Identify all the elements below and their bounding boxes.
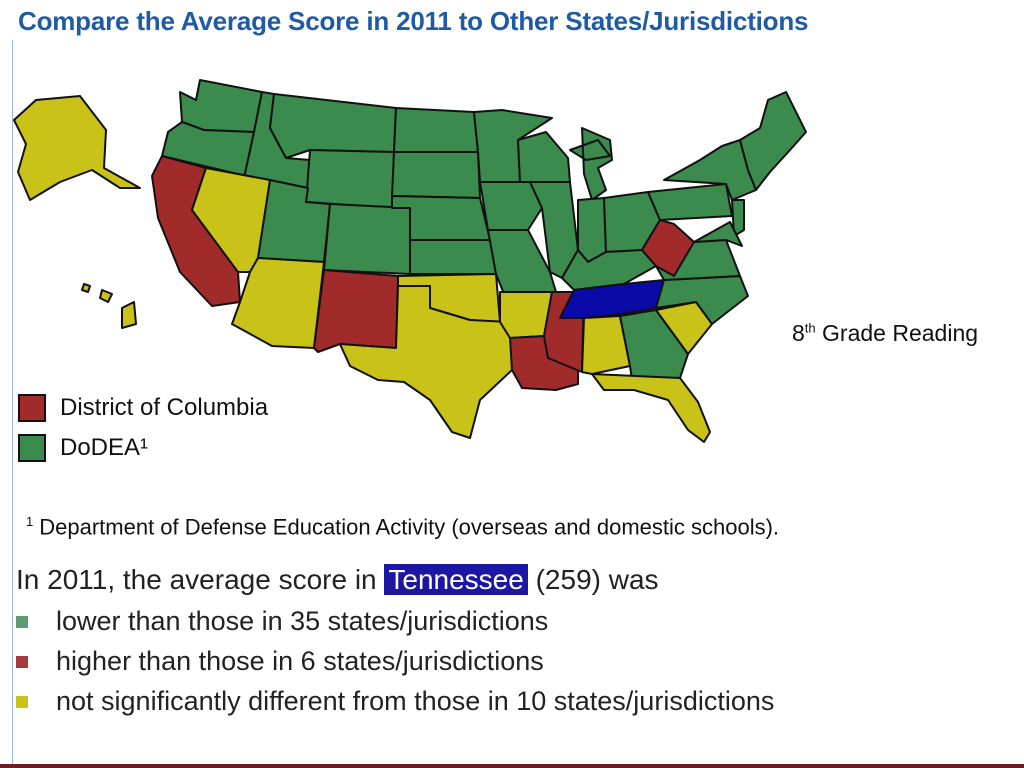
summary-prefix: In 2011, the average score in	[16, 564, 385, 595]
bullet-lower: lower than those in 35 states/jurisdicti…	[14, 606, 548, 637]
footnote-text: Department of Defense Education Activity…	[39, 514, 780, 540]
legend-label-dc: District of Columbia	[60, 394, 269, 421]
page-title: Compare the Average Score in 2011 to Oth…	[18, 6, 809, 36]
footnote: 1 Department of Defense Education Activit…	[26, 514, 779, 540]
legend-item-dodea: DoDEA¹	[18, 434, 148, 462]
summary-sentence: In 2011, the average score in Tennessee …	[16, 564, 659, 596]
state-alabama	[581, 315, 631, 375]
bullet-not-significant: not significantly different from those i…	[14, 686, 774, 717]
state-colorado	[323, 203, 411, 275]
bullet-text-lower: lower than those in 35 states/jurisdicti…	[56, 606, 549, 636]
state-florida	[591, 373, 711, 443]
state-new-jersey	[731, 199, 745, 237]
summary-suffix: (259) was	[527, 564, 659, 595]
grade-subject-caption: 8th Grade Reading	[792, 320, 978, 347]
state-highlight: Tennessee	[384, 564, 528, 595]
bottom-rule	[0, 764, 1024, 768]
state-alaska	[13, 95, 141, 201]
legend-label-dodea: DoDEA¹	[60, 434, 149, 461]
state-indiana	[577, 197, 607, 263]
state-pennsylvania	[647, 183, 733, 221]
state-new-england	[739, 91, 807, 191]
bullet-square-not-significant	[16, 695, 28, 708]
state-texas	[339, 285, 513, 439]
subject-label: Grade Reading	[815, 320, 979, 346]
bullet-text-higher: higher than those in 6 states/jurisdicti…	[56, 646, 544, 676]
us-map	[13, 79, 807, 443]
state-kansas	[409, 239, 497, 275]
state-north-dakota	[393, 107, 479, 153]
legend-swatch-dc	[18, 394, 46, 422]
footnote-marker: 1	[26, 514, 34, 529]
bullet-square-lower	[16, 615, 28, 628]
grade-number: 8	[792, 320, 805, 346]
left-rule	[12, 40, 13, 766]
state-south-dakota	[391, 151, 481, 199]
bullet-higher: higher than those in 6 states/jurisdicti…	[14, 646, 544, 677]
bullet-text-not-significant: not significantly different from those i…	[56, 686, 775, 716]
bullet-square-higher	[16, 655, 28, 668]
state-hawaii	[81, 283, 137, 329]
legend-item-dc: District of Columbia	[18, 394, 268, 422]
state-wisconsin	[517, 131, 571, 183]
state-new-mexico	[313, 269, 399, 353]
legend-swatch-dodea	[18, 434, 46, 462]
state-wyoming	[305, 149, 395, 209]
state-maryland	[693, 221, 743, 247]
state-montana	[269, 93, 397, 159]
state-michigan	[569, 127, 613, 201]
state-washington	[179, 79, 263, 133]
grade-suffix: th	[804, 320, 816, 336]
